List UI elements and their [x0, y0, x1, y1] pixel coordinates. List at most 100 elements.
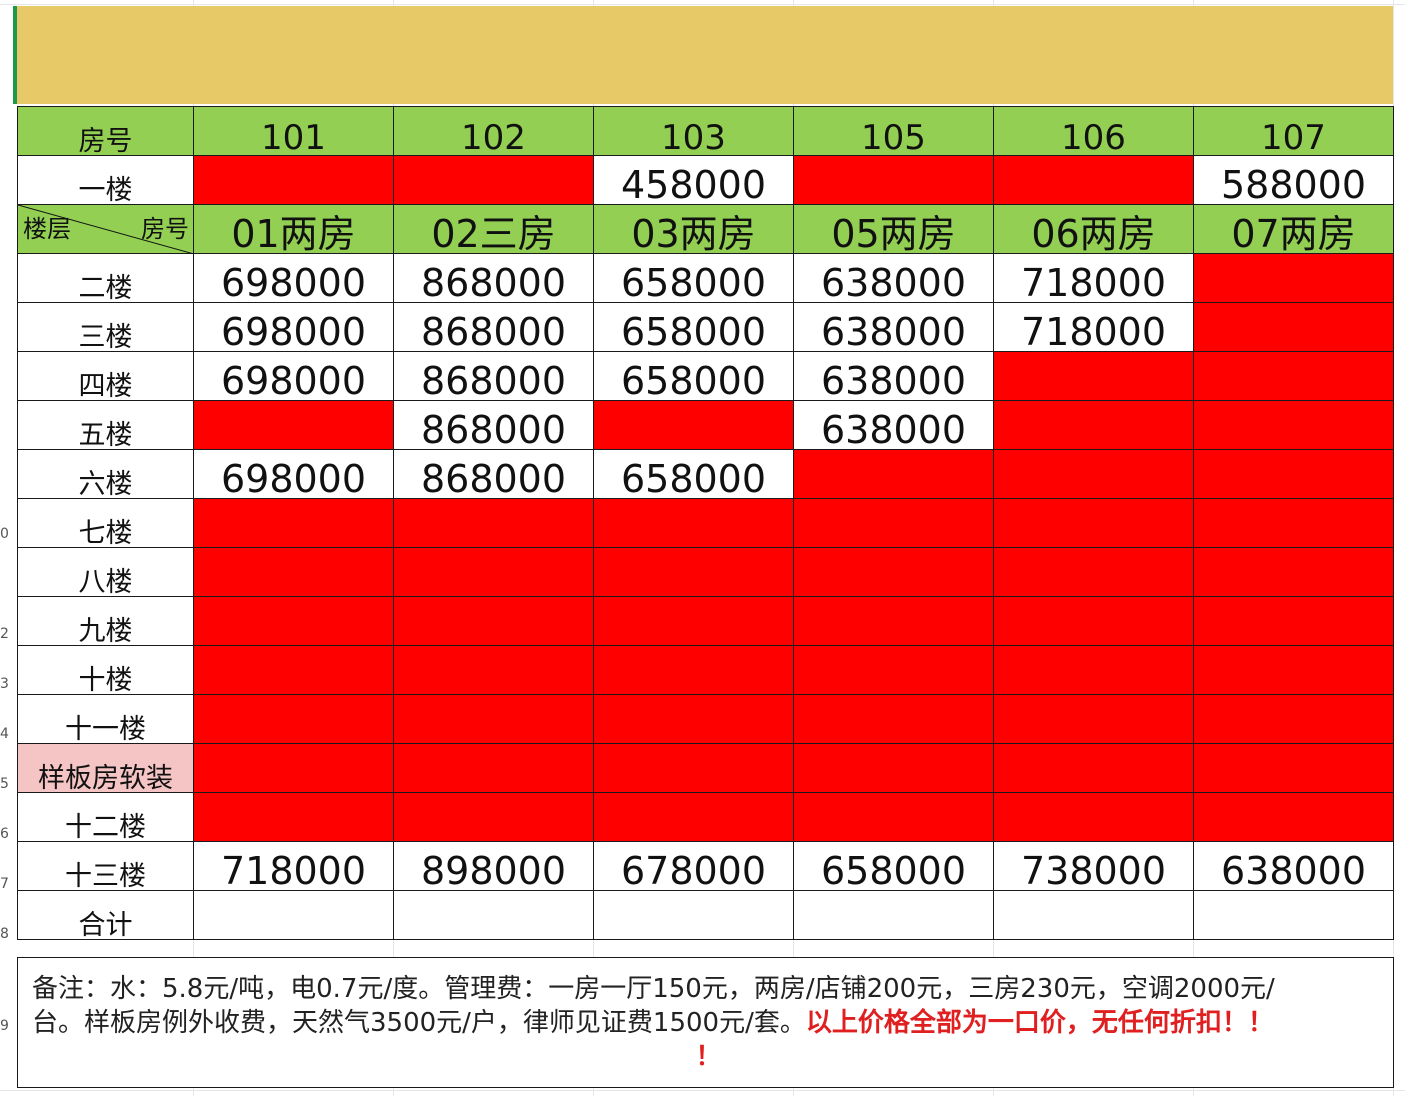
sold-cell[interactable]: [993, 645, 1194, 695]
sold-cell[interactable]: [1193, 253, 1394, 303]
price-cell[interactable]: 458000: [593, 155, 794, 205]
price-cell[interactable]: 638000: [793, 302, 994, 352]
price-cell[interactable]: 898000: [393, 841, 594, 891]
sold-cell[interactable]: [793, 596, 994, 646]
price-cell[interactable]: 658000: [593, 253, 794, 303]
sold-cell[interactable]: [793, 645, 994, 695]
sold-cell[interactable]: [1193, 302, 1394, 352]
total-cell[interactable]: [193, 890, 394, 940]
sold-cell[interactable]: [793, 449, 994, 499]
room-number-header[interactable]: 106: [993, 106, 1194, 156]
sold-cell[interactable]: [1193, 645, 1394, 695]
sold-cell[interactable]: [993, 792, 1194, 842]
price-cell[interactable]: 718000: [993, 253, 1194, 303]
sold-cell[interactable]: [193, 498, 394, 548]
sold-cell[interactable]: [993, 743, 1194, 793]
total-cell[interactable]: [593, 890, 794, 940]
total-cell[interactable]: [393, 890, 594, 940]
price-cell[interactable]: 678000: [593, 841, 794, 891]
sold-cell[interactable]: [1193, 400, 1394, 450]
room-number-header[interactable]: 107: [1193, 106, 1394, 156]
price-cell[interactable]: 718000: [993, 302, 1194, 352]
price-cell[interactable]: 698000: [193, 253, 394, 303]
sold-cell[interactable]: [993, 596, 1194, 646]
total-cell[interactable]: [993, 890, 1194, 940]
sold-cell[interactable]: [193, 645, 394, 695]
sold-cell[interactable]: [1193, 449, 1394, 499]
sold-cell[interactable]: [393, 547, 594, 597]
sold-cell[interactable]: [193, 792, 394, 842]
price-cell[interactable]: 658000: [593, 302, 794, 352]
price-cell[interactable]: 868000: [393, 302, 594, 352]
unit-type-header[interactable]: 07两房: [1193, 204, 1394, 254]
price-cell[interactable]: 698000: [193, 302, 394, 352]
unit-type-header[interactable]: 05两房: [793, 204, 994, 254]
price-cell[interactable]: [993, 155, 1194, 205]
sold-cell[interactable]: [393, 694, 594, 744]
price-cell[interactable]: 698000: [193, 449, 394, 499]
sold-cell[interactable]: [793, 694, 994, 744]
sold-cell[interactable]: [1193, 498, 1394, 548]
sold-cell[interactable]: [993, 400, 1194, 450]
price-cell[interactable]: 698000: [193, 351, 394, 401]
sold-cell[interactable]: [993, 498, 1194, 548]
price-cell[interactable]: 638000: [793, 351, 994, 401]
unit-type-header[interactable]: 01两房: [193, 204, 394, 254]
price-cell[interactable]: 868000: [393, 351, 594, 401]
price-cell[interactable]: 638000: [1193, 841, 1394, 891]
price-cell[interactable]: 868000: [393, 449, 594, 499]
sold-cell[interactable]: [593, 743, 794, 793]
sold-cell[interactable]: [593, 596, 794, 646]
sold-cell[interactable]: [193, 743, 394, 793]
price-cell[interactable]: 718000: [193, 841, 394, 891]
price-cell[interactable]: [393, 155, 594, 205]
sold-cell[interactable]: [193, 596, 394, 646]
price-cell[interactable]: 588000: [1193, 155, 1394, 205]
sold-cell[interactable]: [993, 547, 1194, 597]
room-number-header[interactable]: 101: [193, 106, 394, 156]
room-number-header[interactable]: 105: [793, 106, 994, 156]
price-cell[interactable]: 658000: [593, 351, 794, 401]
sold-cell[interactable]: [993, 694, 1194, 744]
sold-cell[interactable]: [793, 547, 994, 597]
sold-cell[interactable]: [593, 400, 794, 450]
sold-cell[interactable]: [1193, 596, 1394, 646]
sold-cell[interactable]: [1193, 792, 1394, 842]
total-cell[interactable]: [793, 890, 994, 940]
sold-cell[interactable]: [593, 792, 794, 842]
price-cell[interactable]: [193, 155, 394, 205]
unit-type-header[interactable]: 06两房: [993, 204, 1194, 254]
sold-cell[interactable]: [793, 498, 994, 548]
price-cell[interactable]: 658000: [593, 449, 794, 499]
sold-cell[interactable]: [593, 547, 794, 597]
sold-cell[interactable]: [993, 449, 1194, 499]
unit-type-header[interactable]: 03两房: [593, 204, 794, 254]
sold-cell[interactable]: [393, 645, 594, 695]
sold-cell[interactable]: [393, 596, 594, 646]
sold-cell[interactable]: [1193, 694, 1394, 744]
sold-cell[interactable]: [193, 547, 394, 597]
total-cell[interactable]: [1193, 890, 1394, 940]
room-number-header[interactable]: 102: [393, 106, 594, 156]
sold-cell[interactable]: [593, 645, 794, 695]
price-cell[interactable]: 658000: [793, 841, 994, 891]
sold-cell[interactable]: [393, 498, 594, 548]
price-cell[interactable]: 868000: [393, 253, 594, 303]
sold-cell[interactable]: [393, 743, 594, 793]
sold-cell[interactable]: [193, 400, 394, 450]
sold-cell[interactable]: [593, 694, 794, 744]
sold-cell[interactable]: [793, 743, 994, 793]
room-number-header[interactable]: 103: [593, 106, 794, 156]
sold-cell[interactable]: [193, 694, 394, 744]
sold-cell[interactable]: [1193, 743, 1394, 793]
sold-cell[interactable]: [1193, 351, 1394, 401]
sold-cell[interactable]: [1193, 547, 1394, 597]
price-cell[interactable]: 738000: [993, 841, 1194, 891]
price-cell[interactable]: 868000: [393, 400, 594, 450]
price-cell[interactable]: 638000: [793, 253, 994, 303]
sold-cell[interactable]: [993, 351, 1194, 401]
price-cell[interactable]: [793, 155, 994, 205]
sold-cell[interactable]: [393, 792, 594, 842]
sold-cell[interactable]: [593, 498, 794, 548]
sold-cell[interactable]: [793, 792, 994, 842]
